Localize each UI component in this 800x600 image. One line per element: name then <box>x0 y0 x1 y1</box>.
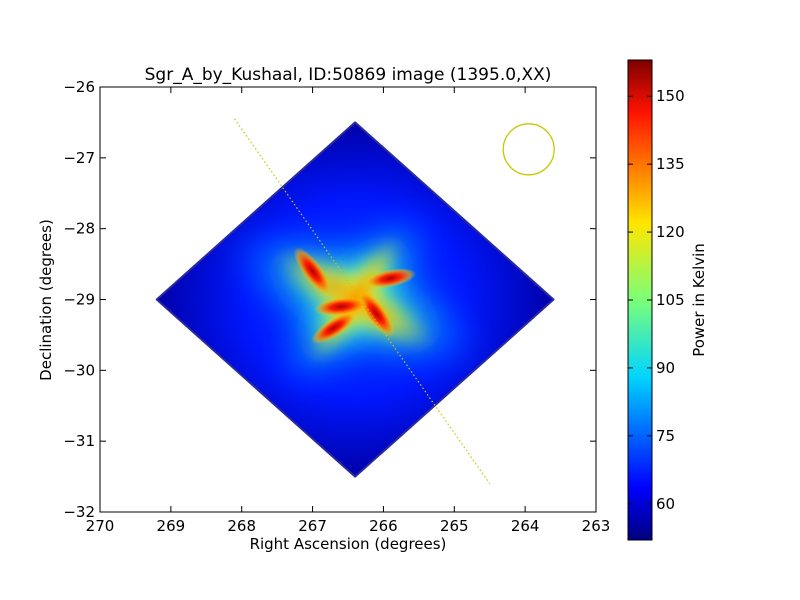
hotspot <box>293 247 332 295</box>
colorbar-tick-label: 75 <box>656 427 675 445</box>
x-tick-label: 265 <box>440 517 469 535</box>
y-tick-label: −28 <box>63 220 95 238</box>
x-tick-label: 269 <box>157 517 186 535</box>
colorbar-label: Power in Kelvin <box>690 243 708 357</box>
beam-circle <box>502 123 555 176</box>
x-tick-label: 263 <box>582 517 611 535</box>
colorbar-ticks: 60 75 90 105 120 135 150 <box>628 87 685 513</box>
colorbar-tick-label: 120 <box>656 223 685 241</box>
x-tick-label: 268 <box>227 517 256 535</box>
colorbar-tick-label: 60 <box>656 495 675 513</box>
hotspot <box>365 268 417 289</box>
radio-map-image <box>155 121 555 478</box>
colorbar-tick-label: 150 <box>656 87 685 105</box>
y-axis: −26 −27 −28 −29 −30 −31 −32 <box>63 78 596 521</box>
y-tick-label: −32 <box>63 503 95 521</box>
colorbar-tick-label: 105 <box>656 291 685 309</box>
x-tick-label: 264 <box>511 517 540 535</box>
x-axis-label: Right Ascension (degrees) <box>250 535 447 553</box>
x-tick-label: 267 <box>298 517 327 535</box>
x-tick-label: 270 <box>86 517 115 535</box>
y-axis-label: Declination (degrees) <box>37 219 55 381</box>
x-axis: 270 269 268 267 266 265 264 263 <box>86 87 611 535</box>
y-tick-label: −27 <box>63 149 95 167</box>
colorbar: 60 75 90 105 120 135 150 Power in Kelvin <box>627 59 708 541</box>
chart-title: Sgr_A_by_Kushaal, ID:50869 image (1395.0… <box>145 65 552 85</box>
hotspot <box>314 296 368 317</box>
y-tick-label: −29 <box>63 291 95 309</box>
hotspot <box>311 311 357 344</box>
y-tick-label: −26 <box>63 78 95 96</box>
colorbar-tick-label: 90 <box>656 359 675 377</box>
colorbar-tick-label: 135 <box>656 155 685 173</box>
y-tick-label: −30 <box>63 361 95 379</box>
x-tick-label: 266 <box>369 517 398 535</box>
y-tick-label: −31 <box>63 432 95 450</box>
